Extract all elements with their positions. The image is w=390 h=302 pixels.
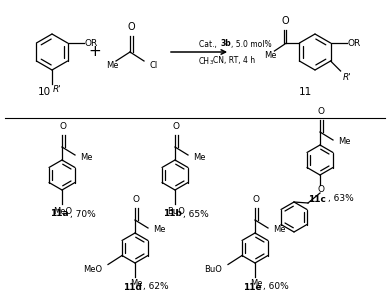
Text: OR: OR [347,38,361,47]
Text: Me: Me [80,153,92,162]
Text: O: O [282,16,289,26]
Text: O: O [252,195,259,204]
Text: Me: Me [130,278,142,288]
Text: 11c: 11c [308,194,326,204]
Text: O: O [172,122,179,131]
Text: 11e: 11e [243,282,262,291]
Text: 11a: 11a [50,210,69,219]
Text: Cl: Cl [150,62,158,70]
Text: , 60%: , 60% [263,282,289,291]
Text: 11: 11 [298,87,312,97]
Text: R': R' [342,72,351,82]
Text: , 70%: , 70% [70,210,96,219]
Text: CN, RT, 4 h: CN, RT, 4 h [213,56,255,66]
Text: Me: Me [338,137,351,146]
Text: R': R' [53,85,62,95]
Text: Me: Me [153,226,165,234]
Text: Me: Me [106,62,118,70]
Text: OR: OR [85,38,98,47]
Text: , 63%: , 63% [328,194,354,204]
Text: Me: Me [273,226,285,234]
Text: MeO: MeO [83,265,102,274]
Text: MeO: MeO [53,207,73,217]
Text: O: O [317,185,324,194]
Text: , 65%: , 65% [183,210,209,219]
Text: Me: Me [250,278,262,288]
Text: 3: 3 [210,60,213,66]
Text: 3b: 3b [221,40,232,49]
Text: O: O [60,122,67,131]
Text: O: O [133,195,140,204]
Text: Me: Me [193,153,206,162]
Text: O: O [317,107,324,116]
Text: Cat.,: Cat., [199,40,219,49]
Text: Me: Me [264,50,277,59]
Text: , 62%: , 62% [143,282,168,291]
Text: 10: 10 [37,87,51,97]
Text: , 5.0 mol%: , 5.0 mol% [231,40,271,49]
Text: 11b: 11b [163,210,182,219]
Text: BuO: BuO [167,207,185,217]
Text: +: + [89,44,101,59]
Text: BuO: BuO [204,265,222,274]
Text: 11d: 11d [123,282,142,291]
Text: CH: CH [199,56,210,66]
Text: O: O [127,22,135,32]
